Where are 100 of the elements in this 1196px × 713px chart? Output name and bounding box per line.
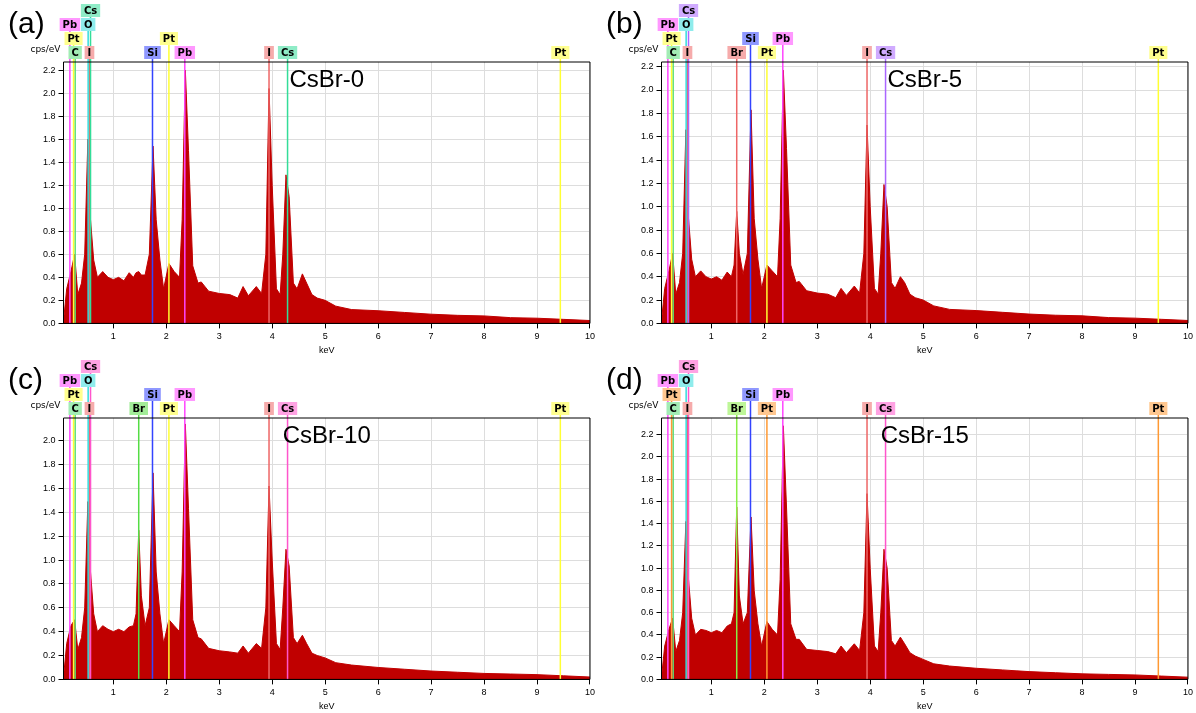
ref-line-label: Pt	[665, 389, 678, 401]
y-tick-label: 0.4	[641, 271, 654, 282]
ref-line-label: Pt	[67, 33, 80, 45]
x-tick-label: 4	[269, 331, 275, 342]
ref-line-label: Si	[745, 33, 756, 45]
ref-line-label: Pb	[775, 389, 791, 401]
y-tick-label: 1.6	[641, 131, 654, 142]
y-axis-title: cps/eV	[30, 43, 62, 54]
ref-line-label: Cs	[83, 361, 98, 373]
x-tick-label: 4	[269, 687, 275, 698]
text: (c)	[8, 362, 43, 396]
y-tick-label: 0.0	[641, 673, 654, 684]
y-tick-label: 1.8	[43, 110, 56, 121]
ref-line-label: Pb	[62, 19, 78, 31]
x-tick-label: 6	[375, 331, 381, 342]
ref-line-label: Pb	[660, 19, 676, 31]
y-tick-label: 2.0	[43, 435, 56, 446]
ref-line-label: Cs	[878, 47, 893, 59]
ref-line-label: Pt	[760, 403, 774, 415]
ref-line-label: Pt	[1152, 47, 1165, 59]
x-axis-title: keV	[319, 701, 335, 712]
y-tick-label: 0.4	[43, 271, 56, 282]
text: (a)	[8, 6, 45, 40]
x-tick-label: 10	[584, 331, 595, 342]
y-tick-label: 0.0	[43, 317, 56, 328]
x-tick-label: 1	[708, 687, 714, 698]
x-axis-title: keV	[917, 345, 933, 356]
x-tick-label: 7	[1026, 331, 1032, 342]
x-tick-label: 3	[814, 687, 820, 698]
x-tick-label: 6	[973, 331, 979, 342]
x-tick-label: 3	[216, 331, 222, 342]
y-tick-label: 0.8	[43, 225, 56, 236]
y-axis-title: cps/eV	[628, 43, 660, 54]
y-tick-label: 1.0	[43, 202, 56, 213]
x-tick-label: 3	[814, 331, 820, 342]
x-tick-label: 2	[163, 331, 169, 342]
y-tick-label: 2.0	[641, 84, 654, 95]
ref-line-label: Pt	[1152, 403, 1165, 415]
x-tick-label: 9	[1132, 687, 1138, 698]
text: (b)	[606, 6, 643, 40]
ref-line-label: C	[71, 403, 79, 415]
y-tick-label: 2.2	[43, 64, 56, 75]
x-tick-label: 5	[322, 331, 328, 342]
x-tick-label: 9	[1132, 331, 1138, 342]
y-tick-label: 0.2	[641, 294, 654, 305]
x-tick-label: 1	[110, 331, 116, 342]
y-tick-label: 1.2	[43, 179, 56, 190]
y-tick-label: 1.8	[43, 459, 56, 470]
x-tick-label: 5	[920, 331, 926, 342]
ref-line-label: Pt	[554, 47, 567, 59]
ref-line-label: Pb	[177, 389, 193, 401]
text: (d)	[606, 362, 643, 396]
ref-line-label: Si	[147, 47, 158, 59]
ref-line-label: Si	[745, 389, 756, 401]
ref-line-label: O	[681, 375, 691, 387]
y-tick-label: 2.2	[641, 61, 654, 72]
ref-line-label: Br	[730, 403, 744, 415]
y-tick-label: 2.0	[43, 87, 56, 98]
y-tick-label: 1.2	[641, 177, 654, 188]
x-tick-label: 8	[1079, 687, 1085, 698]
y-tick-label: 1.0	[641, 562, 654, 573]
x-tick-label: 8	[481, 687, 487, 698]
x-tick-label: 6	[973, 687, 979, 698]
ref-line-label: Pb	[660, 375, 676, 387]
y-tick-label: 0.6	[641, 247, 654, 258]
x-tick-label: 10	[1182, 331, 1193, 342]
y-tick-label: 1.0	[641, 201, 654, 212]
ref-line-label: I	[865, 47, 869, 59]
y-tick-label: 1.0	[43, 554, 56, 565]
y-tick-label: 0.2	[641, 651, 654, 662]
ref-line-label: Pb	[177, 47, 193, 59]
ref-line-label: O	[83, 19, 93, 31]
ref-line-label: Br	[132, 403, 146, 415]
y-tick-label: 0.0	[43, 673, 56, 684]
ref-line-label: I	[267, 47, 271, 59]
x-tick-label: 4	[867, 687, 873, 698]
y-tick-label: 2.0	[641, 451, 654, 462]
ref-line-label: C	[71, 47, 79, 59]
y-tick-label: 1.4	[641, 154, 654, 165]
y-tick-label: 0.8	[641, 224, 654, 235]
x-axis-title: keV	[917, 701, 933, 712]
x-tick-label: 7	[428, 687, 434, 698]
x-axis-title: keV	[319, 345, 335, 356]
ref-line-label: I	[685, 403, 690, 415]
ref-line-label: Cs	[681, 5, 696, 17]
y-tick-label: 1.4	[641, 518, 654, 529]
y-tick-label: 1.4	[43, 506, 56, 517]
ref-line-label: Si	[147, 389, 158, 401]
x-tick-label: 9	[534, 331, 540, 342]
ref-line-label: C	[669, 47, 677, 59]
y-tick-label: 0.6	[641, 607, 654, 618]
y-tick-label: 0.2	[43, 294, 56, 305]
x-tick-label: 10	[584, 687, 595, 698]
y-tick-label: 0.0	[641, 317, 654, 328]
ref-line-label: O	[83, 375, 93, 387]
y-tick-label: 0.8	[43, 578, 56, 589]
ref-line-label: I	[87, 47, 92, 59]
x-tick-label: 8	[1079, 331, 1085, 342]
ref-line-label: I	[685, 47, 690, 59]
y-tick-label: 1.8	[641, 473, 654, 484]
